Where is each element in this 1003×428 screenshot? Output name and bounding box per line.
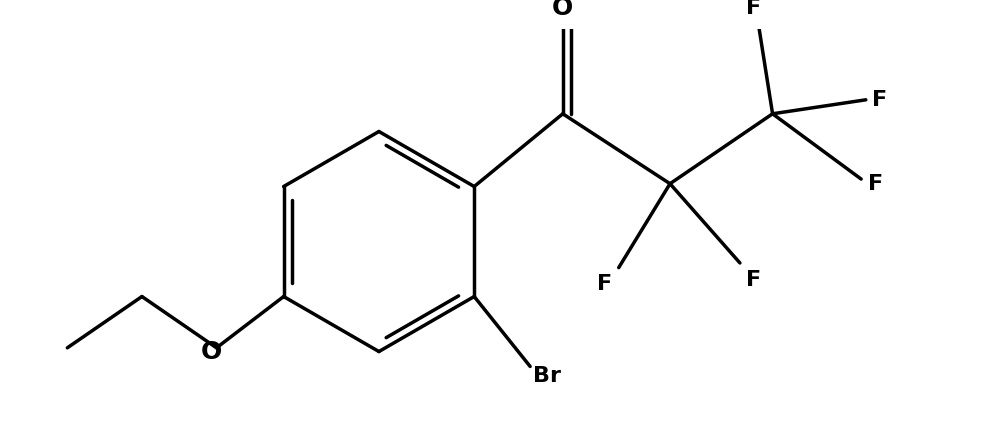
Text: F: F [597, 274, 612, 294]
Text: F: F [872, 90, 887, 110]
Text: O: O [552, 0, 573, 21]
Text: Br: Br [533, 366, 561, 386]
Text: O: O [201, 341, 223, 365]
Text: F: F [867, 174, 882, 194]
Text: F: F [745, 270, 760, 290]
Text: F: F [745, 0, 760, 18]
